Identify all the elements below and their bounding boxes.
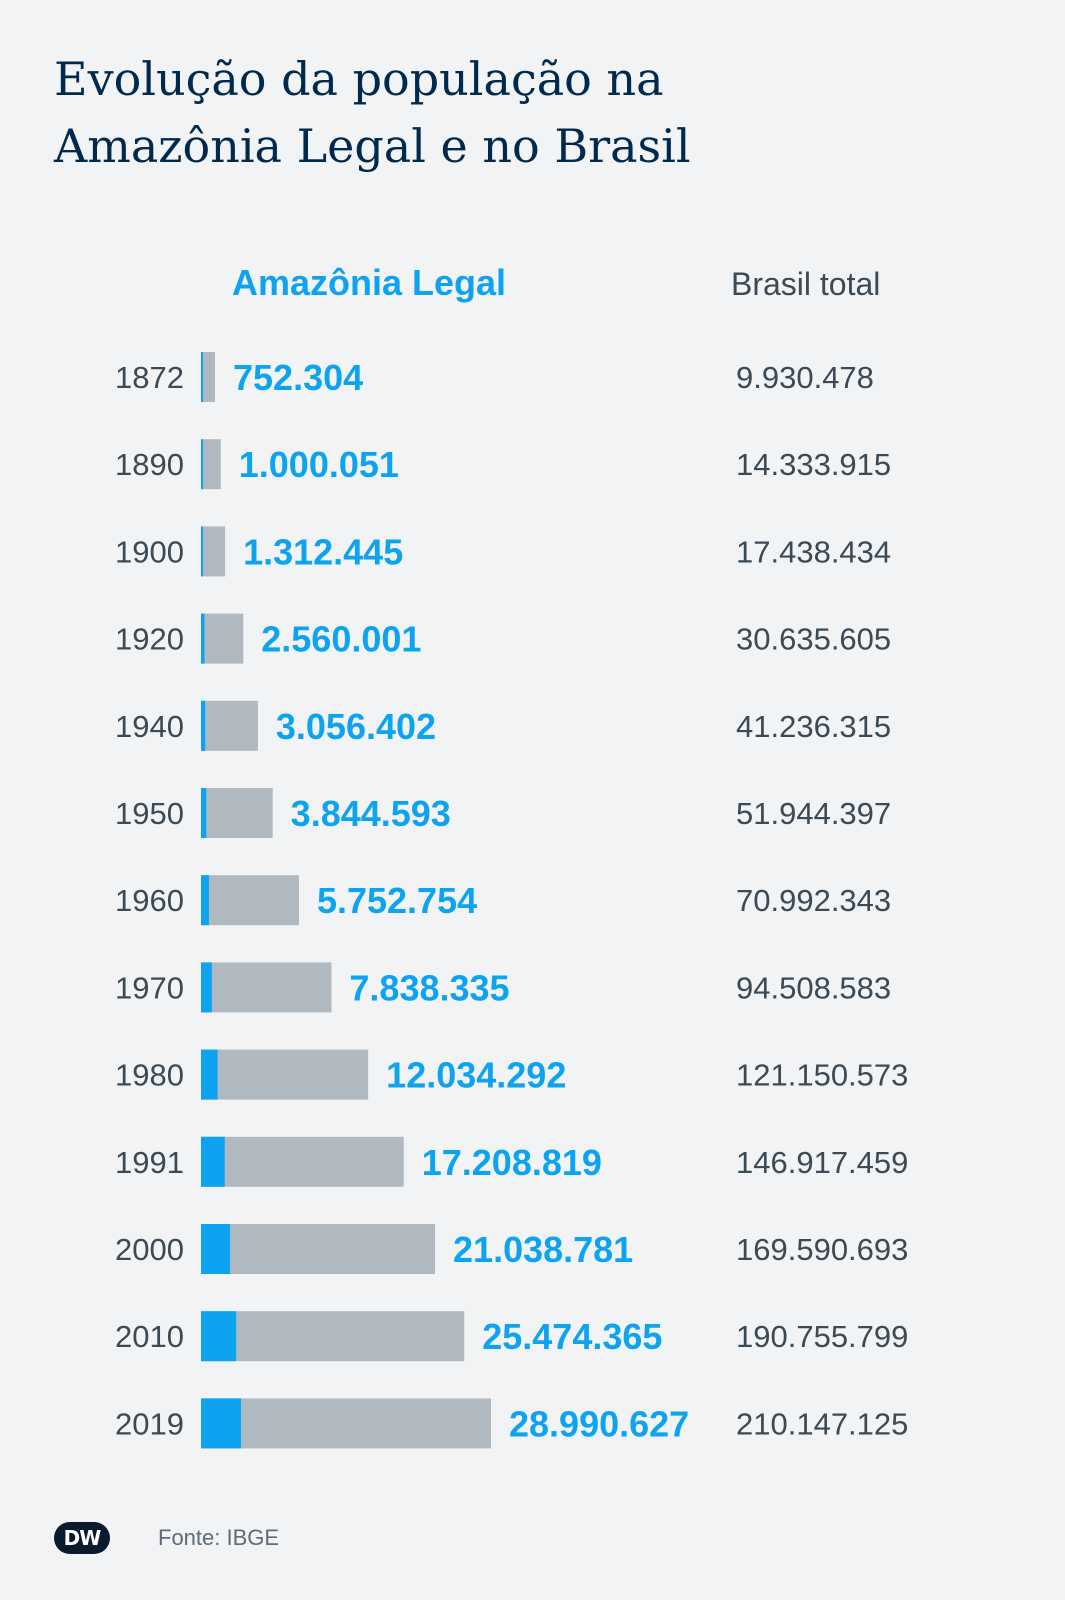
amazon-bar [201,1311,237,1362]
brasil-value-label: 51.944.397 [736,796,891,831]
year-label: 1890 [115,447,184,482]
year-label: 2019 [115,1406,184,1441]
amazon-value-label: 3.056.402 [276,706,436,747]
year-label: 1900 [115,534,184,569]
amazon-bar [201,700,206,751]
brasil-bar [201,526,226,577]
year-label: 2010 [115,1319,184,1354]
brasil-bar [201,613,244,664]
brasil-value-label: 9.930.478 [736,360,874,395]
amazon-value-label: 3.844.593 [291,793,451,834]
year-label: 1960 [115,883,184,918]
amazon-column-header: Amazônia Legal [232,262,507,303]
amazon-value-label: 28.990.627 [509,1403,689,1444]
brasil-value-label: 41.236.315 [736,709,891,744]
brasil-bar [201,875,299,926]
brasil-value-label: 14.333.915 [736,447,891,482]
population-bar-chart: 1872 752.304 9.930.478 1890 1.000.051 14.333.… [115,352,908,1449]
brasil-bar [201,439,221,490]
title-line-1: Evolução da população na [54,52,664,106]
amazon-value-label: 1.312.445 [243,531,403,572]
brasil-bar [201,1398,491,1449]
amazon-value-label: 21.038.781 [453,1229,633,1270]
year-label: 1991 [115,1145,184,1180]
amazon-bar [201,788,207,838]
amazon-bar [201,1398,242,1449]
year-label: 1920 [115,622,184,657]
amazon-bar [201,1224,231,1274]
amazon-value-label: 25.474.365 [482,1316,662,1357]
footer: DW Fonte: IBGE [54,1522,279,1554]
brasil-column-header: Brasil total [731,266,881,302]
amazon-value-label: 7.838.335 [349,967,509,1008]
brasil-bar [201,1224,436,1274]
brasil-value-label: 17.438.434 [736,534,891,569]
amazon-value-label: 1.000.051 [239,444,399,485]
brasil-value-label: 210.147.125 [736,1406,908,1441]
amazon-bar [201,439,203,490]
brasil-value-label: 146.917.459 [736,1145,908,1180]
brasil-bar [201,1311,465,1362]
brasil-bar [201,1136,404,1187]
brasil-bar [201,1049,369,1100]
brasil-value-label: 121.150.573 [736,1058,908,1093]
brasil-value-label: 94.508.583 [736,970,891,1005]
amazon-bar [201,526,203,577]
dw-logo: DW [54,1522,110,1554]
brasil-bar [201,700,258,751]
brasil-bar [201,352,215,402]
year-label: 1980 [115,1058,184,1093]
amazon-value-label: 12.034.292 [386,1055,566,1096]
chart-title: Evolução da população na Amazônia Legal … [54,46,854,180]
year-label: 1940 [115,709,184,744]
brasil-value-label: 30.635.605 [736,622,891,657]
source-note: Fonte: IBGE [158,1525,280,1550]
amazon-bar [201,962,212,1013]
amazon-bar [201,352,203,402]
brasil-value-label: 169.590.693 [736,1232,908,1267]
brasil-bar [201,788,273,838]
amazon-bar [201,1136,225,1187]
amazon-value-label: 17.208.819 [422,1142,602,1183]
amazon-value-label: 2.560.001 [261,619,421,660]
year-label: 1950 [115,796,184,831]
title-line-2: Amazônia Legal e no Brasil [54,119,691,173]
amazon-bar [201,875,209,926]
amazon-bar [201,1049,218,1100]
brasil-value-label: 190.755.799 [736,1319,908,1354]
brasil-value-label: 70.992.343 [736,883,891,918]
year-label: 2000 [115,1232,184,1267]
amazon-bar [201,613,205,664]
year-label: 1970 [115,970,184,1005]
amazon-value-label: 5.752.754 [317,880,477,921]
amazon-value-label: 752.304 [233,357,363,398]
year-label: 1872 [115,360,184,395]
brasil-bar [201,962,332,1013]
